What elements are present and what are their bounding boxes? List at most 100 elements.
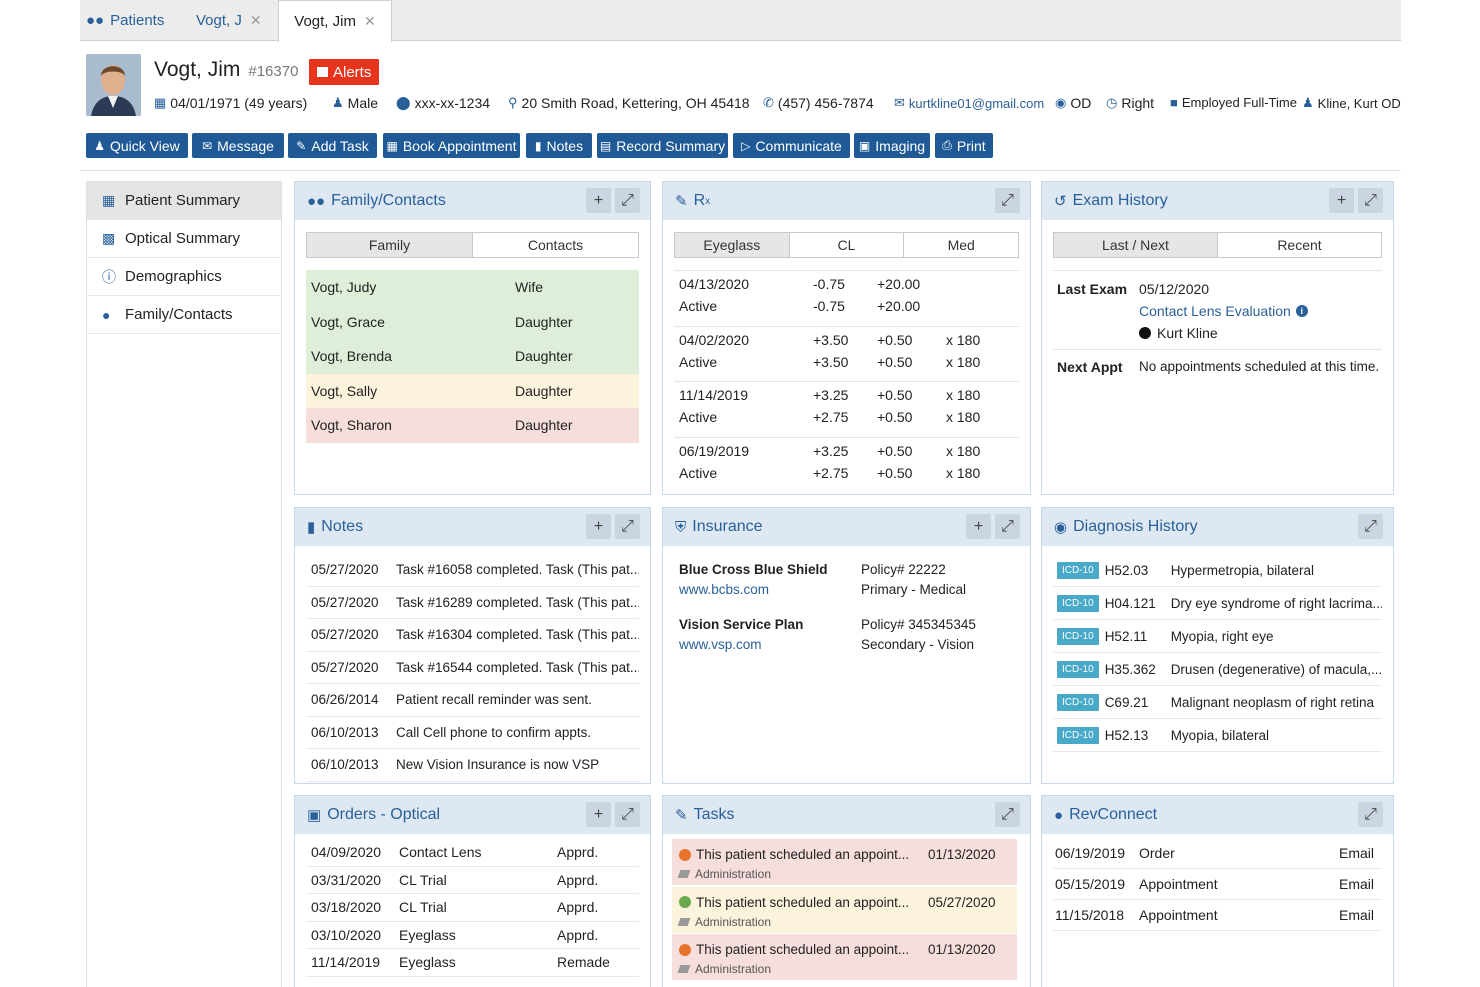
tasks-panel: ✎ Tasks ⤢ This patient scheduled an appo… (662, 795, 1031, 987)
expand-icon[interactable]: ⤢ (615, 802, 640, 827)
tab-last-next[interactable]: Last / Next (1054, 233, 1218, 257)
add-button[interactable]: + (586, 514, 611, 539)
expand-icon[interactable]: ⤢ (1358, 802, 1383, 827)
family-row[interactable]: Vogt, Judy Wife (306, 270, 639, 305)
order-row[interactable]: 11/14/2019 Eyeglass Remade (306, 949, 639, 977)
sidebar-item-demographics[interactable]: ⓘ Demographics (87, 258, 281, 296)
rx-row[interactable]: 11/14/2019 +3.25 +0.50 x 180 Active +2.75 +0.5… (674, 381, 1019, 437)
expand-icon[interactable]: ⤢ (995, 802, 1020, 827)
communicate-button[interactable]: ▷ Communicate (733, 133, 850, 158)
imaging-button[interactable]: ▣ Imaging (854, 133, 930, 158)
diagnosis-code: H52.03 (1104, 562, 1149, 578)
note-row[interactable]: 06/10/2013 Call Cell phone to confirm app… (306, 717, 639, 749)
family-row[interactable]: Vogt, Sharon Daughter (306, 408, 639, 443)
tab-med[interactable]: Med (947, 237, 975, 253)
insurance-type: Secondary - Vision (861, 637, 975, 652)
task-row[interactable]: This patient scheduled an appoint... 01/1… (672, 934, 1017, 980)
edit-icon: ✎ (296, 138, 307, 153)
note-row[interactable]: 06/26/2014 Patient recall reminder was se… (306, 684, 639, 717)
clock-icon: ◷ (1106, 95, 1118, 110)
expand-icon[interactable]: ⤢ (995, 188, 1020, 213)
task-category-line: Administration (677, 867, 771, 881)
diagnosis-row[interactable]: ICD-10 C69.21 Malignant neoplasm of right … (1053, 686, 1382, 719)
tab-cl[interactable]: CL (790, 233, 905, 257)
book-appointment-button[interactable]: ▦ Book Appointment (383, 133, 520, 158)
revconnect-row[interactable]: 11/15/2018 Appointment Email (1053, 900, 1382, 931)
rx-row[interactable]: 04/13/2020 -0.75 +20.00 Active -0.75 +20.00 (674, 270, 1019, 326)
diagnosis-row[interactable]: ICD-10 H35.362 Drusen (degenerative) of ma… (1053, 653, 1382, 686)
note-row[interactable]: 05/27/2020 Task #16058 completed. Task (T… (306, 554, 639, 587)
expand-icon[interactable]: ⤢ (995, 514, 1020, 539)
panel-title: R (693, 192, 706, 209)
record-summary-button[interactable]: ▤ Record Summary (597, 133, 728, 158)
add-button[interactable]: + (966, 514, 991, 539)
sidebar-item-optical-summary[interactable]: ▩ Optical Summary (87, 220, 281, 258)
panel-title: Orders - Optical (327, 806, 441, 823)
note-row[interactable]: 05/27/2020 Task #16289 completed. Task (T… (306, 587, 639, 619)
notes-button[interactable]: ▮ Notes (526, 133, 592, 158)
icd-badge: ICD-10 (1057, 561, 1099, 579)
message-button[interactable]: ✉ Message (192, 133, 284, 158)
revconnect-list: 06/19/2019 Order Email 05/15/2019 Appointmen… (1053, 838, 1382, 931)
diagnosis-row[interactable]: ICD-10 H52.11 Myopia, right eye (1053, 620, 1382, 653)
order-row[interactable]: 03/18/2020 CL Trial Apprd. (306, 894, 639, 922)
last-exam-type-link[interactable]: Contact Lens Evaluation (1139, 303, 1291, 319)
diagnosis-row[interactable]: ICD-10 H04.121 Dry eye syndrome of right l… (1053, 587, 1382, 620)
expand-icon[interactable]: ⤢ (615, 188, 640, 213)
task-row[interactable]: This patient scheduled an appoint... 05/2… (672, 886, 1017, 933)
family-relation: Daughter (515, 417, 573, 434)
order-row[interactable]: 03/10/2020 Eyeglass Apprd. (306, 922, 639, 949)
note-date: 05/27/2020 (311, 562, 379, 578)
add-button[interactable]: + (586, 802, 611, 827)
insurance-row[interactable]: Vision Service Plan www.vsp.com Policy# 34… (674, 609, 1019, 664)
order-row[interactable]: 03/31/2020 CL Trial Apprd. (306, 867, 639, 894)
tab-eyeglass[interactable]: Eyeglass (675, 233, 790, 257)
family-row[interactable]: Vogt, Sally Daughter (306, 373, 639, 408)
note-row[interactable]: 05/27/2020 Task #16304 completed. Task (T… (306, 619, 639, 652)
tab-vogt-jim[interactable]: Vogt, Jim ✕ (278, 0, 392, 42)
insurance-name: Blue Cross Blue Shield (679, 562, 828, 577)
sidebar-item-family-contacts[interactable]: ● Family/Contacts (87, 296, 281, 334)
expand-icon[interactable]: ⤢ (1358, 188, 1383, 213)
insurance-list: Blue Cross Blue Shield www.bcbs.com Policy… (674, 554, 1019, 664)
insurance-url-link[interactable]: www.vsp.com (679, 637, 762, 652)
quick-view-button[interactable]: ♟ Quick View (86, 133, 188, 158)
tab-patients[interactable]: ●● Patients (86, 0, 186, 41)
email-link[interactable]: kurtkline01@gmail.com (908, 95, 1045, 111)
family-row[interactable]: Vogt, Grace Daughter (306, 304, 639, 339)
add-button[interactable]: + (1329, 188, 1354, 213)
family-row[interactable]: Vogt, Brenda Daughter (306, 339, 639, 374)
tab-family[interactable]: Family (307, 233, 473, 257)
expand-icon[interactable]: ⤢ (1358, 514, 1383, 539)
order-status: Apprd. (557, 871, 599, 888)
add-button[interactable]: + (586, 188, 611, 213)
revconnect-row[interactable]: 05/15/2019 Appointment Email (1053, 869, 1382, 900)
next-appt-label: Next Appt (1057, 359, 1123, 375)
expand-icon[interactable]: ⤢ (615, 514, 640, 539)
diagnosis-row[interactable]: ICD-10 H52.03 Hypermetropia, bilateral (1053, 554, 1382, 587)
tab-contacts[interactable]: Contacts (527, 237, 584, 253)
sidebar-item-patient-summary[interactable]: ▦ Patient Summary (87, 182, 281, 220)
close-icon[interactable]: ✕ (249, 12, 262, 28)
revconnect-panel: ● RevConnect ⤢ 06/19/2019 Order Email 05/15… (1041, 795, 1394, 987)
diagnosis-row[interactable]: ICD-10 H52.13 Myopia, bilateral (1053, 719, 1382, 752)
note-row[interactable]: 05/27/2020 Task #16544 completed. Task (T… (306, 652, 639, 684)
note-row[interactable]: 06/10/2013 New Vision Insurance is now VS… (306, 749, 639, 782)
close-icon[interactable]: ✕ (363, 13, 376, 29)
insurance-row[interactable]: Blue Cross Blue Shield www.bcbs.com Policy… (674, 554, 1019, 609)
rx-row[interactable]: 04/02/2020 +3.50 +0.50 x 180 Active +3.50 +0.5… (674, 325, 1019, 382)
rx-row[interactable]: 06/19/2019 +3.25 +0.50 x 180 Active +2.75 +0.5… (674, 436, 1019, 493)
info-circle-icon[interactable]: i (1295, 305, 1308, 317)
tab-recent[interactable]: Recent (1277, 237, 1322, 253)
orders-list: 04/09/2020 Contact Lens Apprd. 03/31/2020 CL… (306, 839, 639, 977)
alerts-button[interactable]: Alerts (309, 59, 380, 85)
calendar-icon: ▦ (154, 95, 167, 110)
add-task-button[interactable]: ✎ Add Task (288, 133, 377, 158)
task-row[interactable]: This patient scheduled an appoint... 01/1… (672, 839, 1017, 885)
order-row[interactable]: 04/09/2020 Contact Lens Apprd. (306, 839, 639, 867)
ssn-info: ⬤ xxx-xx-1234 (396, 95, 490, 111)
tab-vogt-j[interactable]: Vogt, J ✕ (196, 0, 296, 41)
print-button[interactable]: ⎙ Print (935, 133, 993, 158)
insurance-url-link[interactable]: www.bcbs.com (679, 582, 770, 597)
revconnect-row[interactable]: 06/19/2019 Order Email (1053, 838, 1382, 869)
